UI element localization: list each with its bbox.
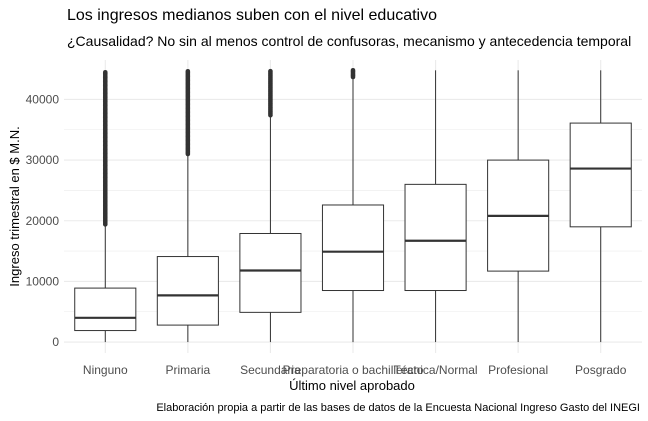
outlier-point — [102, 69, 108, 75]
y-axis-label: Ingreso trimestral en $ M.N. — [7, 126, 22, 286]
outliers — [268, 68, 273, 118]
box-0 — [74, 69, 137, 343]
box-5 — [487, 70, 550, 343]
box-iqr — [239, 232, 302, 313]
chart-subtitle: ¿Causalidad? No sin al menos control de … — [67, 33, 632, 49]
outliers — [102, 69, 108, 227]
y-axis-ticks: 0 10000 20000 30000 40000 — [26, 92, 60, 349]
box-4 — [404, 70, 467, 343]
x-axis-label: Último nivel aprobado — [289, 378, 415, 393]
box-iqr — [404, 183, 467, 292]
chart-caption: Elaboración propia a partir de las bases… — [156, 402, 640, 414]
box-6 — [569, 70, 632, 343]
outliers — [185, 68, 191, 157]
x-tick-label: Primaria — [166, 363, 211, 377]
y-tick-label: 40000 — [26, 92, 60, 106]
x-tick-label: Preparatoria o bachillerato — [283, 363, 424, 377]
y-tick-label: 30000 — [26, 153, 60, 167]
box-3 — [321, 68, 385, 343]
x-tick-label: Secundaria — [240, 363, 301, 377]
outlier-point — [268, 68, 273, 74]
x-tick-label: Técnica/Normal — [394, 363, 478, 377]
x-tick-label: Profesional — [488, 363, 548, 377]
chart-title: Los ingresos medianos suben con el nivel… — [67, 7, 438, 24]
box-iqr — [156, 256, 219, 326]
y-tick-label: 10000 — [26, 274, 60, 288]
outliers — [350, 68, 356, 80]
box-iqr — [569, 122, 632, 228]
x-tick-label: Ninguno — [83, 363, 128, 377]
box-iqr — [321, 204, 385, 292]
y-tick-label: 20000 — [26, 214, 60, 228]
outlier-point — [350, 68, 356, 73]
box-2 — [239, 68, 302, 343]
box-iqr — [74, 287, 137, 332]
outlier-point — [185, 68, 191, 74]
box-1 — [156, 68, 219, 343]
y-tick-label: 0 — [52, 335, 59, 349]
boxplot-series — [74, 68, 632, 343]
x-tick-label: Posgrado — [575, 363, 627, 377]
